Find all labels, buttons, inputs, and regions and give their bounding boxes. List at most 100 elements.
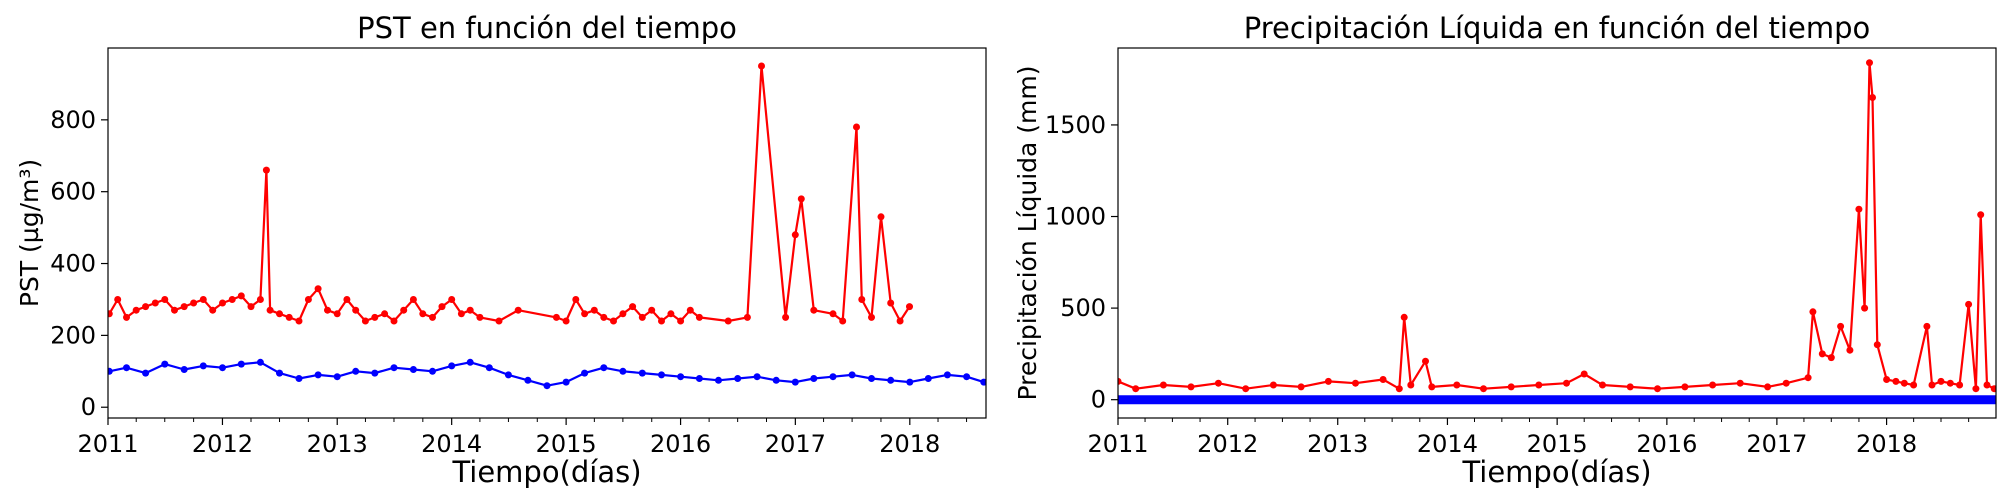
data-point: [1846, 346, 1854, 354]
data-point: [1428, 383, 1436, 391]
data-point: [868, 375, 875, 382]
data-point: [466, 358, 474, 366]
data-point: [1132, 385, 1140, 393]
data-point: [171, 306, 178, 314]
data-point: [295, 375, 303, 382]
data-point: [1681, 383, 1689, 391]
data-point: [161, 360, 169, 368]
data-point: [285, 313, 293, 321]
data-point: [695, 375, 703, 382]
data-point: [466, 306, 474, 314]
data-point: [219, 364, 226, 372]
data-point: [590, 306, 598, 314]
data-point: [495, 317, 503, 325]
data-point: [1809, 308, 1817, 316]
data-point: [1782, 379, 1790, 387]
plot-frame: [107, 47, 987, 419]
data-point: [151, 299, 159, 307]
data-point: [734, 375, 742, 382]
data-point: [1626, 383, 1634, 391]
data-point: [753, 373, 761, 381]
data-point: [1407, 381, 1415, 389]
data-point: [677, 317, 685, 325]
data-point: [1736, 379, 1744, 387]
data-point: [419, 310, 427, 318]
x-tick-label: 2018: [1856, 430, 1917, 458]
x-tick-label: 2018: [879, 430, 940, 458]
x-tick-label: 2012: [1197, 430, 1258, 458]
data-point: [361, 317, 369, 325]
series-line: [108, 64, 911, 323]
data-point: [524, 376, 532, 384]
data-point: [572, 296, 580, 303]
data-point: [1923, 322, 1931, 330]
data-point: [810, 375, 818, 382]
data-point: [429, 313, 436, 321]
y-tick-label: 1500: [1045, 111, 1106, 139]
y-tick-label: 1000: [1045, 203, 1106, 231]
x-tick-label: 2015: [1527, 430, 1588, 458]
data-point: [791, 378, 799, 386]
data-point: [924, 375, 932, 382]
data-point: [438, 303, 446, 311]
data-point: [108, 367, 113, 375]
data-point: [390, 317, 398, 325]
data-point: [619, 310, 627, 318]
y-tick-label: 600: [50, 178, 96, 206]
x-tick-label: 2016: [1636, 430, 1697, 458]
data-point: [667, 310, 675, 318]
data-point: [629, 303, 637, 311]
data-point: [1883, 376, 1891, 383]
data-point: [686, 306, 694, 314]
data-point: [829, 373, 837, 381]
data-point: [877, 213, 885, 221]
chart-title: PST en función del tiempo: [357, 11, 737, 45]
data-point: [963, 373, 971, 381]
data-point: [180, 366, 188, 373]
data-point: [677, 373, 685, 381]
data-point: [142, 369, 150, 377]
data-point: [658, 371, 665, 379]
data-point: [457, 310, 465, 318]
data-point: [600, 364, 608, 372]
data-point: [1599, 381, 1606, 389]
data-point: [619, 367, 627, 375]
y-tick-label: 0: [1091, 386, 1106, 414]
data-point: [1400, 313, 1408, 321]
data-point: [247, 303, 255, 311]
data-point: [743, 313, 751, 321]
data-point: [1269, 381, 1277, 389]
data-point: [782, 313, 790, 321]
data-point: [1873, 341, 1881, 349]
data-point: [448, 296, 456, 303]
data-point: [1827, 354, 1835, 362]
y-axis-label: PST (µg/m³): [15, 159, 44, 307]
series-1: [108, 358, 986, 390]
y-tick-label: 400: [50, 250, 96, 278]
data-point: [304, 296, 312, 303]
data-point: [906, 303, 913, 311]
data-point: [1946, 379, 1954, 387]
data-point: [906, 378, 914, 386]
y-tick-label: 0: [81, 393, 96, 421]
data-point: [448, 362, 456, 370]
data-point: [295, 317, 303, 325]
data-point: [581, 369, 589, 377]
data-point: [352, 367, 360, 375]
data-point: [333, 373, 341, 381]
x-tick-label: 2017: [765, 430, 826, 458]
data-point: [429, 367, 436, 375]
data-point: [199, 296, 207, 303]
data-point: [562, 378, 570, 386]
data-point: [1159, 381, 1167, 389]
data-point: [180, 303, 188, 311]
x-tick-label: 2011: [77, 430, 138, 458]
chart-title: Precipitación Líquida en función del tie…: [1244, 11, 1870, 45]
data-point: [1187, 383, 1195, 391]
x-tick-label: 2016: [650, 430, 711, 458]
data-point: [562, 317, 570, 325]
data-point: [390, 364, 398, 372]
data-point: [409, 366, 417, 373]
plot-area: 2011 2012 2013 2014 2015 2016 2017 2018 0 500 1000…: [1045, 47, 1997, 458]
data-point: [1654, 385, 1661, 393]
